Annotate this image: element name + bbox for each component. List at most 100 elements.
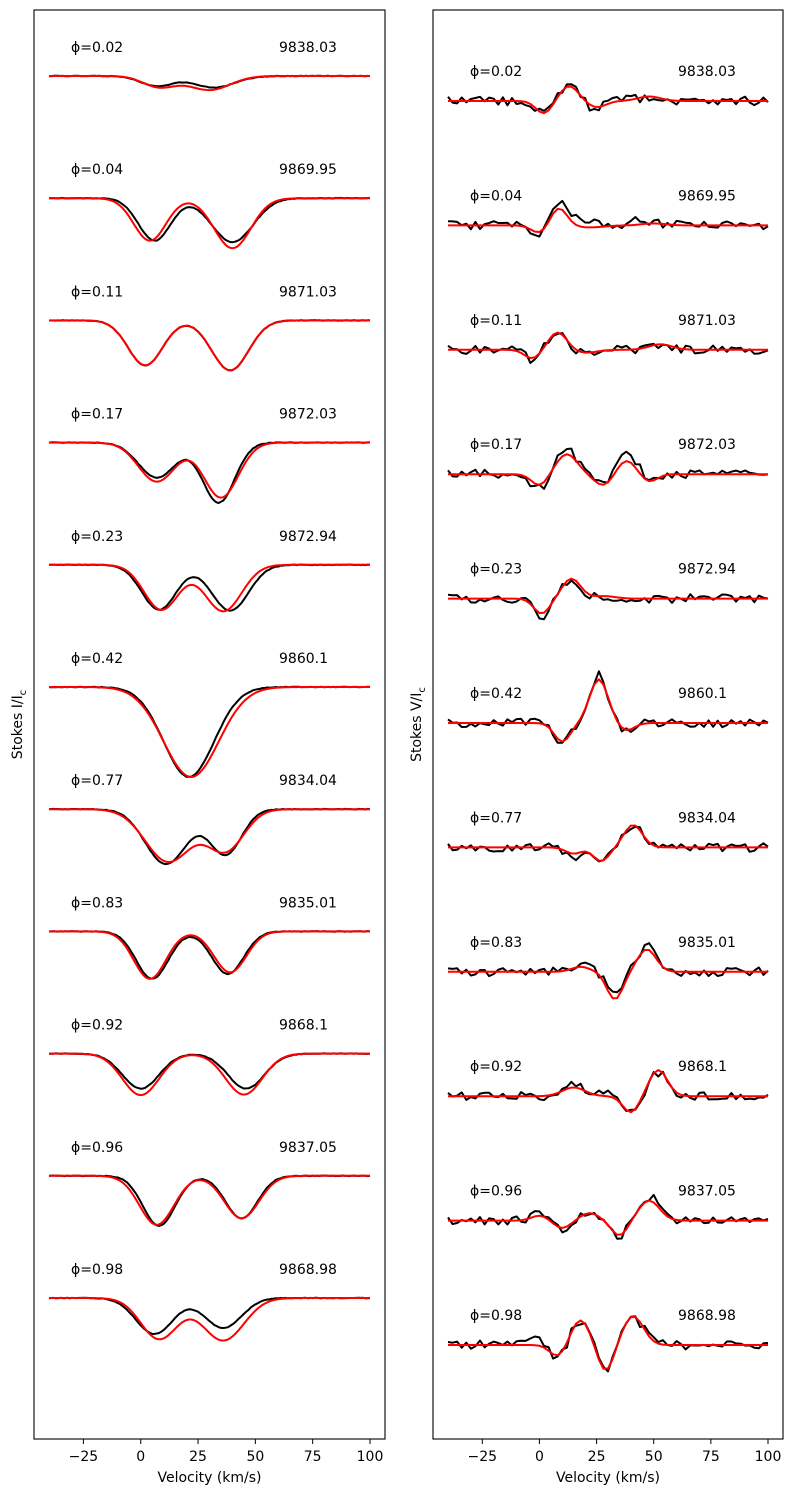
model-profile-line — [448, 824, 768, 862]
phase-group: ϕ=0.02 9838.03 — [447, 64, 769, 115]
phase-group: ϕ=0.77 9834.04 — [447, 810, 769, 863]
date-label: 9860.1 — [678, 686, 727, 702]
phase-group: ϕ=0.92 9868.1 — [48, 1018, 371, 1097]
x-tick-label: 75 — [304, 1449, 322, 1465]
phase-label: ϕ=0.23 — [470, 562, 522, 578]
phase-group: ϕ=0.83 9835.01 — [48, 895, 371, 980]
y-axis-label: Stokes I/Ic — [10, 690, 29, 759]
phase-label: ϕ=0.77 — [71, 773, 123, 789]
y-axis-label-subscript: c — [417, 687, 428, 693]
date-label: 9860.1 — [279, 651, 328, 667]
phase-label: ϕ=0.96 — [470, 1184, 522, 1200]
date-label: 9871.03 — [678, 313, 736, 329]
phase-group: ϕ=0.11 9871.03 — [447, 313, 769, 364]
model-profile-line — [49, 75, 370, 92]
model-profile-line — [49, 197, 370, 250]
phase-label: ϕ=0.02 — [71, 40, 123, 56]
phase-group: ϕ=0.11 9871.03 — [49, 284, 371, 372]
x-tick-label: −25 — [69, 1449, 99, 1465]
phase-label: ϕ=0.98 — [71, 1262, 123, 1278]
model-profile-line — [448, 1069, 768, 1114]
x-tick-label: 0 — [136, 1449, 145, 1465]
date-label: 9872.03 — [678, 437, 736, 453]
phase-label: ϕ=0.04 — [470, 188, 522, 204]
phase-group: ϕ=0.83 9835.01 — [447, 935, 769, 1000]
date-label: 9869.95 — [279, 162, 337, 178]
phase-label: ϕ=0.77 — [470, 810, 522, 826]
y-axis-label: Stokes V/Ic — [409, 687, 428, 762]
phase-label: ϕ=0.42 — [470, 686, 522, 702]
phase-label: ϕ=0.92 — [470, 1059, 522, 1075]
date-label: 9837.05 — [279, 1140, 337, 1156]
date-label: 9835.01 — [678, 935, 736, 951]
observed-profile-line — [447, 942, 769, 994]
phase-label: ϕ=0.83 — [71, 895, 123, 911]
phase-label: ϕ=0.96 — [71, 1140, 123, 1156]
phase-label: ϕ=0.02 — [470, 64, 522, 80]
phase-group: ϕ=0.04 9869.95 — [48, 162, 371, 250]
x-tick-label: 25 — [189, 1449, 207, 1465]
x-tick-label: 100 — [755, 1449, 782, 1465]
date-label: 9869.95 — [678, 188, 736, 204]
x-axis-label: Velocity (km/s) — [157, 1470, 261, 1486]
date-label: 9837.05 — [678, 1184, 736, 1200]
phase-group: ϕ=0.17 9872.03 — [48, 407, 370, 504]
model-profile-line — [49, 808, 370, 863]
x-tick-label: 0 — [535, 1449, 544, 1465]
phase-group: ϕ=0.42 9860.1 — [48, 651, 371, 778]
x-tick-label: −25 — [468, 1449, 498, 1465]
model-profile-line — [49, 686, 370, 778]
date-label: 9868.1 — [678, 1059, 727, 1075]
observed-profile-line — [447, 199, 769, 238]
date-label: 9838.03 — [279, 40, 337, 56]
date-label: 9834.04 — [678, 810, 736, 826]
x-tick-label: 50 — [246, 1449, 264, 1465]
date-label: 9834.04 — [279, 773, 337, 789]
date-label: 9872.94 — [678, 562, 736, 578]
date-label: 9838.03 — [678, 64, 736, 80]
stokes-v-panel: −25 0 25 50 75 100 Velocity (km/s) Stokes V/Ic ϕ… — [409, 9, 784, 1486]
x-axis-label: Velocity (km/s) — [556, 1470, 660, 1486]
phase-group: ϕ=0.04 9869.95 — [447, 188, 769, 238]
x-tick-label: 100 — [357, 1449, 384, 1465]
phase-label: ϕ=0.92 — [71, 1018, 123, 1034]
x-tick-label: 25 — [588, 1449, 606, 1465]
axes-frame — [33, 9, 386, 1440]
phase-label: ϕ=0.11 — [71, 284, 123, 300]
date-label: 9868.1 — [279, 1018, 328, 1034]
model-profile-line — [448, 577, 768, 614]
phase-group: ϕ=0.98 9868.98 — [447, 1308, 769, 1373]
model-profile-line — [49, 1174, 370, 1226]
model-profile-line — [49, 441, 370, 499]
phase-group: ϕ=0.96 9837.05 — [48, 1140, 371, 1227]
date-label: 9868.98 — [279, 1262, 337, 1278]
x-tick-label: 75 — [702, 1449, 720, 1465]
y-axis-label-subscript: c — [18, 690, 29, 696]
observed-profile-line — [447, 1070, 769, 1112]
model-profile-line — [448, 1199, 768, 1236]
phase-label: ϕ=0.17 — [470, 437, 522, 453]
model-profile-line — [448, 207, 768, 233]
phase-group: ϕ=0.42 9860.1 — [447, 670, 769, 744]
phase-label: ϕ=0.23 — [71, 529, 123, 545]
date-label: 9872.94 — [279, 529, 337, 545]
phase-label: ϕ=0.17 — [71, 407, 123, 423]
phase-label: ϕ=0.04 — [71, 162, 123, 178]
model-profile-line — [49, 563, 370, 613]
model-profile-line — [49, 1052, 370, 1097]
x-tick-label: 50 — [645, 1449, 663, 1465]
phase-label: ϕ=0.42 — [71, 651, 123, 667]
model-profile-line — [49, 319, 370, 372]
model-profile-line — [448, 331, 768, 359]
phase-group: ϕ=0.96 9837.05 — [447, 1184, 769, 1240]
date-label: 9871.03 — [279, 284, 337, 300]
model-profile-line — [448, 1316, 768, 1370]
phase-group: ϕ=0.02 9838.03 — [48, 40, 371, 92]
model-profile-line — [49, 930, 370, 980]
phase-group: ϕ=0.92 9868.1 — [447, 1059, 769, 1114]
phase-group: ϕ=0.98 9868.98 — [48, 1262, 370, 1342]
date-label: 9868.98 — [678, 1308, 736, 1324]
model-profile-line — [448, 85, 768, 115]
date-label: 9835.01 — [279, 895, 337, 911]
